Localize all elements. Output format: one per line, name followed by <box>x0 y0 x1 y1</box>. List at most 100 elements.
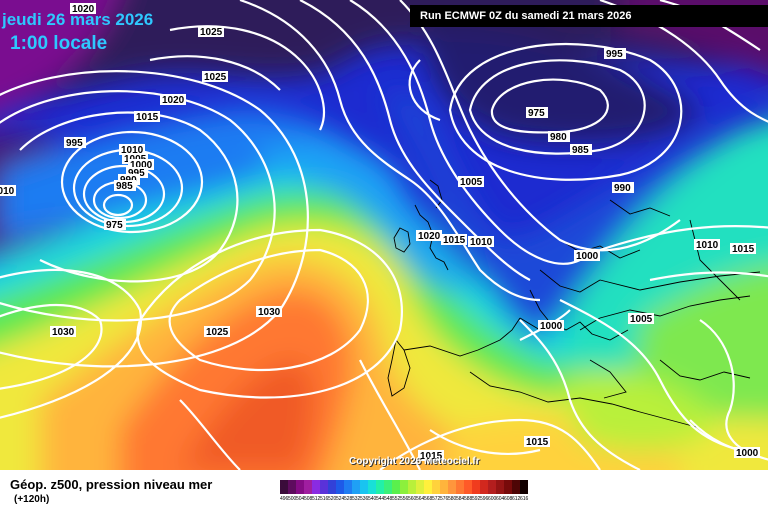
legend-swatch <box>376 480 384 494</box>
forecast-local-time: 1:00 locale <box>10 33 108 54</box>
legend-value: 532 <box>352 496 361 502</box>
isobar-label: 1015 <box>136 112 159 123</box>
legend-value: 556 <box>400 496 409 502</box>
legend-value: 512 <box>312 496 321 502</box>
legend-swatch <box>472 480 480 494</box>
weather-map: 1020 1025 1025 1020 1015 995 1010 1005 1… <box>0 0 768 470</box>
legend-value: 612 <box>512 496 521 502</box>
legend-value: 516 <box>320 496 329 502</box>
legend-cell: 544 <box>376 480 384 504</box>
legend-value: 588 <box>464 496 473 502</box>
isobar-label: 1030 <box>258 307 281 318</box>
copyright-notice: Copyright 2026 Meteociel.fr <box>349 456 480 467</box>
legend-swatch <box>360 480 368 494</box>
isobar-label: 975 <box>528 108 545 119</box>
legend-cell: 560 <box>408 480 416 504</box>
legend-cell: 528 <box>344 480 352 504</box>
legend-cell: 524 <box>336 480 344 504</box>
legend-value: 540 <box>368 496 377 502</box>
legend-swatch <box>368 480 376 494</box>
legend-cell: 516 <box>320 480 328 504</box>
legend-cell: 604 <box>496 480 504 504</box>
legend-value: 500 <box>288 496 297 502</box>
legend-swatch <box>504 480 512 494</box>
isobar-label: 1020 <box>418 231 441 242</box>
legend-cell: 532 <box>352 480 360 504</box>
isobar-label: 1000 <box>540 321 563 332</box>
legend-value: 496 <box>280 496 289 502</box>
legend-cell: 504 <box>296 480 304 504</box>
legend-value: 520 <box>328 496 337 502</box>
isobar-label: 1000 <box>576 251 599 262</box>
legend-value: 564 <box>416 496 425 502</box>
legend-value: 528 <box>344 496 353 502</box>
legend-cell: 572 <box>432 480 440 504</box>
legend-value: 552 <box>392 496 401 502</box>
legend-cell: 536 <box>360 480 368 504</box>
isobar-label: 1010 <box>470 237 493 248</box>
legend-cell: 596 <box>480 480 488 504</box>
coastlines <box>387 179 761 429</box>
legend-swatch <box>312 480 320 494</box>
legend-value: 608 <box>504 496 513 502</box>
isobar-label: 1020 <box>162 95 185 106</box>
legend-cell: 552 <box>392 480 400 504</box>
legend-swatch <box>384 480 392 494</box>
isobar-label: 975 <box>106 220 123 231</box>
legend-swatch <box>488 480 496 494</box>
legend-swatch <box>408 480 416 494</box>
legend-value: 548 <box>384 496 393 502</box>
legend-swatch <box>280 480 288 494</box>
isobar-label: 985 <box>572 145 589 156</box>
isobar-label: 980 <box>550 132 567 143</box>
legend-value: 504 <box>296 496 305 502</box>
legend-value: 592 <box>472 496 481 502</box>
isobar-label: 1005 <box>630 314 653 325</box>
isobar-label: 1015 <box>732 244 755 255</box>
legend-swatch <box>344 480 352 494</box>
isobar-label: 995 <box>606 49 623 60</box>
legend-swatch <box>352 480 360 494</box>
field-title: Géop. z500, pression niveau mer <box>10 477 213 492</box>
forecast-field-map: 1020 1025 1025 1020 1015 995 1010 1005 1… <box>0 0 768 470</box>
isobar-label: 990 <box>614 183 631 194</box>
legend-cell: 608 <box>504 480 512 504</box>
legend-cell: 584 <box>456 480 464 504</box>
legend-swatch <box>320 480 328 494</box>
isobar-label: 1010 <box>121 145 144 156</box>
legend-value: 600 <box>488 496 497 502</box>
model-run-label: Run ECMWF 0Z du samedi 21 mars 2026 <box>410 5 768 27</box>
isobar-label: 1020 <box>72 4 95 15</box>
legend-swatch <box>448 480 456 494</box>
legend-swatch <box>296 480 304 494</box>
legend-value: 596 <box>480 496 489 502</box>
forecast-date: jeudi 26 mars 2026 <box>2 10 154 29</box>
legend-swatch <box>496 480 504 494</box>
legend-swatch <box>392 480 400 494</box>
legend-cell: 600 <box>488 480 496 504</box>
legend-swatch <box>304 480 312 494</box>
geopotential-shading <box>0 0 768 470</box>
legend-cell: 580 <box>448 480 456 504</box>
legend-cell: 576 <box>440 480 448 504</box>
legend-value: 584 <box>456 496 465 502</box>
isobar-label: 1025 <box>200 27 223 38</box>
legend-cell: 548 <box>384 480 392 504</box>
isobar-label: 995 <box>128 168 145 179</box>
legend-swatch <box>400 480 408 494</box>
legend-value: 524 <box>336 496 345 502</box>
legend-cell: 556 <box>400 480 408 504</box>
legend-swatch <box>328 480 336 494</box>
isobar-label: 1025 <box>204 72 227 83</box>
legend-cell: 540 <box>368 480 376 504</box>
legend-swatch <box>480 480 488 494</box>
legend-value: 580 <box>448 496 457 502</box>
legend-swatch <box>336 480 344 494</box>
lead-time: (+120h) <box>14 494 50 505</box>
legend-cell: 508 <box>304 480 312 504</box>
legend-cell: 512 <box>312 480 320 504</box>
legend-cell: 500 <box>288 480 296 504</box>
isobar-label: 1015 <box>526 437 549 448</box>
legend-cell: 564 <box>416 480 424 504</box>
legend-swatch <box>464 480 472 494</box>
